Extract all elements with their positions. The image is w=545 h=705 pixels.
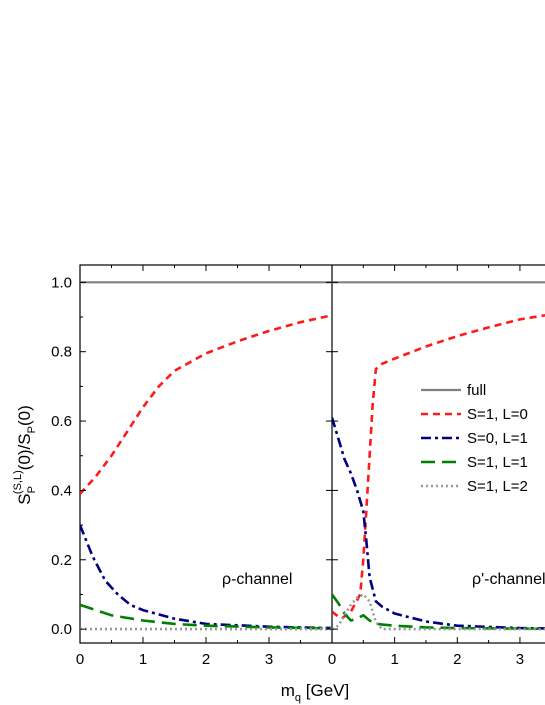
axes-layer: 0 1 2 3 0 1 2 3 0.0 0.2 0.4 0.6 0.8 1.0 — [51, 265, 524, 668]
panel-1-series-s1l1 — [332, 593, 545, 631]
legend-label-s1l0: S=1, L=0 — [467, 406, 528, 423]
panel-1-x-tick-label: 1 — [390, 651, 398, 668]
series-layer — [80, 281, 545, 631]
y-tick-label: 0.4 — [51, 482, 72, 499]
panel-0-x-tick-label: 3 — [265, 651, 273, 668]
y-tick-label: 0.0 — [51, 621, 72, 638]
legend: full S=1, L=0 S=0, L=1 S=1, L=1 S=1, L=2 — [421, 382, 528, 495]
legend-label-s1l1: S=1, L=1 — [467, 454, 528, 471]
panel-0-x-tick-label: 0 — [76, 651, 84, 668]
panel-0-series-s0l1 — [80, 524, 332, 630]
legend-label-full: full — [467, 382, 486, 399]
y-tick-label: 0.8 — [51, 344, 72, 361]
y-tick-label: 0.2 — [51, 552, 72, 569]
panel-1-series-s1l2 — [332, 593, 545, 631]
panel-1-series — [332, 281, 545, 631]
panel-annotation-left: ρ-channel — [222, 571, 292, 588]
panel-1-x-tick-label: 0 — [328, 651, 336, 668]
x-axis-title: mq [GeV] — [281, 681, 349, 704]
plot-frames — [79, 264, 545, 644]
y-tick-label: 1.0 — [51, 274, 72, 291]
panel-annotation-right: ρ'-channel — [472, 571, 545, 588]
y-axis-title: SP(S,L)(0)/SP(0) — [12, 405, 38, 505]
panel-0-x-tick-label: 2 — [202, 651, 210, 668]
panel-0-x-tick-label: 1 — [139, 651, 147, 668]
panel-0-series — [80, 281, 332, 631]
panel-1-x-tick-label: 3 — [516, 651, 524, 668]
panel-1-x-tick-label: 2 — [453, 651, 461, 668]
plot-frame — [79, 264, 545, 644]
legend-label-s0l1: S=0, L=1 — [467, 430, 528, 447]
panel-1-series-s0l1 — [332, 417, 545, 630]
panel-0-series-s1l0 — [80, 314, 332, 495]
y-tick-label: 0.6 — [51, 413, 72, 430]
legend-label-s1l2: S=1, L=2 — [467, 478, 528, 495]
panel-1-series-s1l0 — [332, 314, 545, 620]
panel-0-series-s1l1 — [80, 603, 332, 630]
